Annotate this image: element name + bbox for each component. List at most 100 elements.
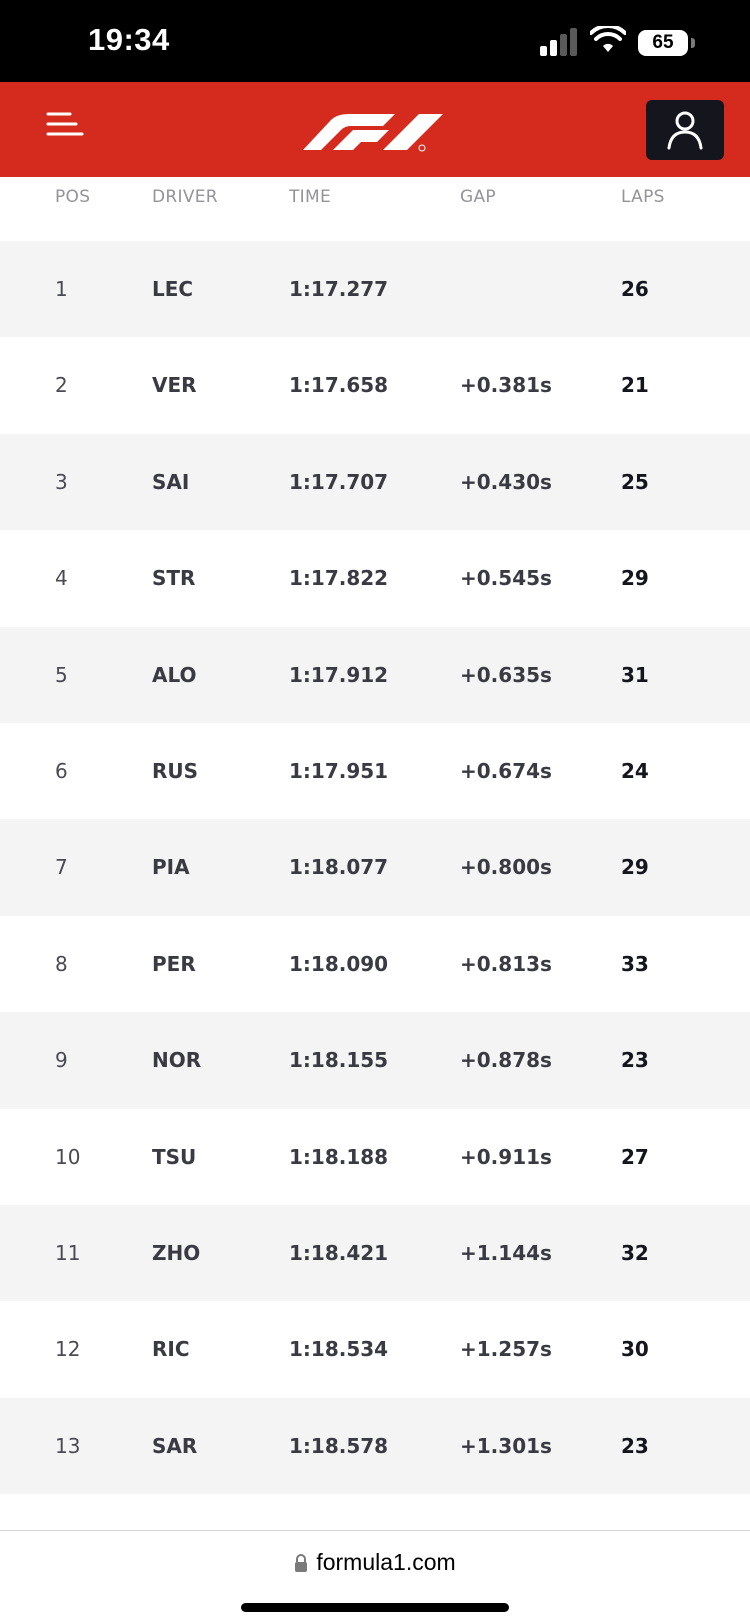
- table-row: 2 VER 1:17.658 +0.381s 21: [0, 337, 750, 434]
- cell-gap: +0.674s: [460, 758, 552, 783]
- wifi-icon: [590, 26, 626, 52]
- cell-pos: 10: [55, 1144, 81, 1169]
- battery-indicator: 65: [638, 30, 688, 56]
- cell-gap: +0.635s: [460, 662, 552, 687]
- cell-laps: 23: [621, 1048, 649, 1073]
- table-row: 7 PIA 1:18.077 +0.800s 29: [0, 819, 750, 916]
- results-table: 1 LEC 1:17.277 26 2 VER 1:17.658 +0.381s…: [0, 241, 750, 1495]
- cell-pos: 4: [55, 566, 68, 591]
- table-row: 9 NOR 1:18.155 +0.878s 23: [0, 1012, 750, 1109]
- cell-laps: 25: [621, 469, 649, 494]
- cell-gap: +0.813s: [460, 951, 552, 976]
- cell-driver: RUS: [152, 758, 199, 783]
- cell-driver: LEC: [152, 277, 194, 301]
- cell-driver: NOR: [152, 1048, 202, 1073]
- lock-icon: [295, 1554, 308, 1572]
- f1-logo-icon[interactable]: [303, 112, 449, 152]
- column-header-laps: LAPS: [621, 187, 665, 207]
- table-row: 5 ALO 1:17.912 +0.635s 31: [0, 626, 750, 723]
- table-row: 8 PER 1:18.090 +0.813s 33: [0, 915, 750, 1013]
- status-bar: 19:34 65: [0, 0, 750, 82]
- cell-time: 1:17.951: [289, 758, 389, 783]
- cell-laps: 30: [621, 1337, 649, 1362]
- cell-time: 1:18.578: [289, 1433, 389, 1458]
- site-header: [0, 82, 750, 177]
- address-bar[interactable]: formula1.com: [0, 1549, 750, 1576]
- cell-pos: 5: [55, 662, 68, 687]
- table-row: 10 TSU 1:18.188 +0.911s 27: [0, 1108, 750, 1205]
- user-icon: [667, 111, 703, 150]
- cell-time: 1:18.188: [289, 1144, 389, 1169]
- cell-pos: 12: [55, 1337, 81, 1362]
- table-row: 4 STR 1:17.822 +0.545s 29: [0, 530, 750, 627]
- cell-driver: ZHO: [152, 1240, 201, 1265]
- cell-time: 1:18.155: [289, 1048, 389, 1073]
- table-row: 13 SAR 1:18.578 +1.301s 23: [0, 1397, 750, 1495]
- battery-cap: [691, 38, 695, 48]
- cell-laps: 27: [621, 1144, 649, 1169]
- cell-laps: 21: [621, 373, 649, 398]
- cell-laps: 24: [621, 758, 649, 783]
- cell-time: 1:17.277: [289, 277, 389, 301]
- cell-pos: 7: [55, 855, 68, 880]
- table-row: 11 ZHO 1:18.421 +1.144s 32: [0, 1204, 750, 1302]
- cell-pos: 9: [55, 1048, 68, 1073]
- cell-gap: +1.144s: [460, 1240, 552, 1265]
- table-row: 1 LEC 1:17.277 26: [0, 241, 750, 338]
- cell-driver: TSU: [152, 1144, 197, 1169]
- cell-gap: +1.301s: [460, 1433, 552, 1458]
- cell-pos: 2: [55, 373, 68, 398]
- cell-time: 1:18.421: [289, 1240, 389, 1265]
- cell-pos: 13: [55, 1433, 81, 1458]
- table-row: 3 SAI 1:17.707 +0.430s 25: [0, 433, 750, 531]
- cell-driver: SAR: [152, 1433, 198, 1458]
- cell-time: 1:18.090: [289, 951, 389, 976]
- cell-gap: +0.911s: [460, 1144, 552, 1169]
- cell-laps: 26: [621, 277, 649, 301]
- column-header-time: TIME: [289, 187, 332, 207]
- cell-time: 1:17.822: [289, 566, 389, 591]
- home-indicator[interactable]: [241, 1603, 509, 1612]
- cell-laps: 31: [621, 662, 649, 687]
- cell-time: 1:17.658: [289, 373, 389, 398]
- cell-time: 1:17.912: [289, 662, 389, 687]
- cell-time: 1:17.707: [289, 469, 389, 494]
- cell-driver: VER: [152, 373, 197, 398]
- cell-pos: 1: [55, 277, 68, 301]
- cell-pos: 11: [55, 1240, 81, 1265]
- cell-pos: 3: [55, 469, 68, 494]
- browser-bottom-bar: formula1.com: [0, 1530, 750, 1624]
- cell-pos: 8: [55, 951, 68, 976]
- cell-laps: 23: [621, 1433, 649, 1458]
- cellular-signal-icon: [540, 28, 577, 56]
- table-row: 12 RIC 1:18.534 +1.257s 30: [0, 1301, 750, 1398]
- column-header-gap: GAP: [460, 187, 496, 207]
- account-button[interactable]: [646, 100, 724, 160]
- table-header: POS DRIVER TIME GAP LAPS: [0, 177, 750, 241]
- cell-driver: PER: [152, 951, 196, 976]
- cell-time: 1:18.534: [289, 1337, 389, 1362]
- table-row: 6 RUS 1:17.951 +0.674s 24: [0, 722, 750, 820]
- cell-gap: +0.545s: [460, 566, 552, 591]
- cell-time: 1:18.077: [289, 855, 389, 880]
- cell-driver: STR: [152, 566, 196, 591]
- cell-gap: +1.257s: [460, 1337, 552, 1362]
- cell-gap: +0.381s: [460, 373, 552, 398]
- column-header-pos: POS: [55, 187, 91, 207]
- cell-laps: 29: [621, 855, 649, 880]
- cell-laps: 33: [621, 951, 649, 976]
- cell-driver: ALO: [152, 662, 197, 687]
- cell-driver: RIC: [152, 1337, 190, 1362]
- cell-laps: 29: [621, 566, 649, 591]
- cell-gap: +0.878s: [460, 1048, 552, 1073]
- cell-driver: PIA: [152, 855, 190, 880]
- menu-icon[interactable]: [46, 110, 84, 142]
- cell-pos: 6: [55, 758, 68, 783]
- status-time: 19:34: [88, 22, 170, 57]
- cell-laps: 32: [621, 1240, 649, 1265]
- url-text: formula1.com: [316, 1549, 456, 1575]
- cell-gap: +0.800s: [460, 855, 552, 880]
- cell-gap: +0.430s: [460, 469, 552, 494]
- column-header-driver: DRIVER: [152, 187, 218, 207]
- cell-driver: SAI: [152, 469, 190, 494]
